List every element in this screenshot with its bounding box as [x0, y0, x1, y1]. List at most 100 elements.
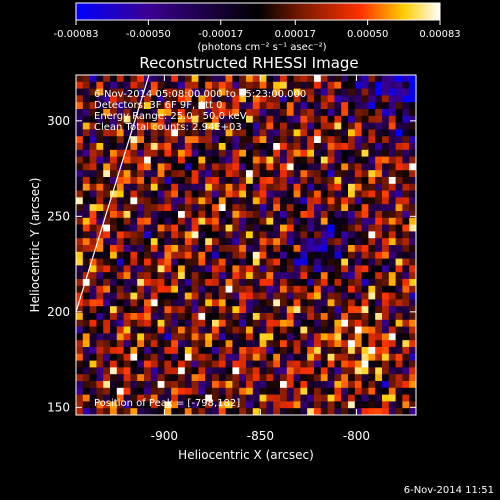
heatmap-cell — [89, 292, 97, 300]
heatmap-cell — [375, 197, 383, 205]
heatmap-cell — [89, 279, 97, 287]
heatmap-cell — [382, 149, 390, 158]
heatmap-cell — [252, 204, 261, 212]
heatmap-cell — [164, 197, 172, 205]
heatmap-cell — [388, 408, 397, 415]
heatmap-cell — [354, 285, 363, 294]
heatmap-cell — [286, 211, 295, 219]
heatmap-cell — [116, 183, 125, 192]
heatmap-cell — [334, 190, 342, 198]
heatmap-cell — [252, 367, 261, 375]
heatmap-cell — [110, 353, 118, 362]
heatmap-cell — [314, 88, 322, 96]
heatmap-cell — [334, 75, 342, 83]
heatmap-cell — [178, 136, 186, 144]
heatmap-cell — [144, 360, 152, 368]
heatmap-cell — [348, 224, 356, 232]
heatmap-cell — [157, 245, 165, 253]
heatmap-cell — [164, 347, 172, 355]
heatmap-cell — [361, 102, 369, 110]
heatmap-cell — [307, 95, 315, 103]
heatmap-cell — [341, 88, 349, 96]
heatmap-cell — [76, 360, 84, 368]
heatmap-cell — [252, 81, 261, 90]
heatmap-cell — [307, 238, 315, 246]
heatmap-cell — [361, 306, 369, 314]
heatmap-cell — [409, 265, 416, 273]
heatmap-cell — [225, 272, 233, 280]
heatmap-cell — [76, 279, 84, 287]
heatmap-cell — [252, 360, 261, 368]
heatmap-cell — [334, 319, 342, 328]
heatmap-cell — [76, 102, 84, 110]
heatmap-cell — [388, 122, 397, 130]
heatmap-cell — [89, 347, 97, 355]
heatmap-cell — [341, 265, 349, 273]
heatmap-cell — [225, 258, 233, 266]
heatmap-cell — [164, 75, 172, 83]
heatmap-cell — [178, 319, 186, 328]
heatmap-cell — [191, 136, 199, 144]
heatmap-cell — [402, 231, 410, 239]
heatmap-cell — [300, 272, 308, 280]
heatmap-cell — [157, 333, 165, 341]
heatmap-cell — [320, 279, 329, 287]
heatmap-cell — [144, 251, 152, 260]
heatmap-cell — [402, 313, 410, 321]
heatmap-cell — [171, 292, 179, 300]
heatmap-cell — [395, 217, 403, 226]
heatmap-cell — [259, 292, 267, 300]
heatmap-cell — [89, 204, 97, 212]
heatmap-cell — [116, 319, 125, 328]
heatmap-cell — [239, 347, 247, 355]
heatmap-cell — [314, 258, 322, 266]
heatmap-cell — [348, 95, 356, 103]
heatmap-cell — [123, 129, 131, 137]
heatmap-cell — [157, 109, 165, 117]
heatmap-cell — [218, 285, 227, 294]
heatmap-cell — [354, 306, 363, 314]
heatmap-cell — [144, 313, 152, 321]
heatmap-cell — [327, 408, 335, 415]
heatmap-cell — [402, 197, 410, 205]
heatmap-cell — [150, 258, 159, 266]
heatmap-cell — [259, 306, 267, 314]
heatmap-cell — [232, 156, 240, 164]
heatmap-cell — [348, 129, 356, 137]
heatmap-cell — [246, 238, 254, 246]
heatmap-cell — [375, 353, 383, 362]
heatmap-cell — [361, 394, 369, 402]
heatmap-cell — [191, 387, 199, 396]
heatmap-cell — [144, 211, 152, 219]
heatmap-cell — [178, 401, 186, 409]
heatmap-cell — [103, 129, 111, 137]
heatmap-cell — [218, 319, 227, 328]
heatmap-cell — [239, 170, 247, 178]
heatmap-cell — [266, 245, 274, 253]
heatmap-cell — [157, 272, 165, 280]
heatmap-cell — [300, 313, 308, 321]
heatmap-cell — [178, 245, 186, 253]
heatmap-cell — [307, 387, 315, 396]
heatmap-cell — [137, 340, 145, 348]
heatmap-cell — [157, 136, 165, 144]
heatmap-cell — [320, 258, 329, 266]
heatmap-cell — [266, 326, 274, 334]
heatmap-cell — [232, 340, 240, 348]
heatmap-cell — [212, 299, 220, 307]
heatmap-cell — [178, 75, 186, 83]
heatmap-cell — [286, 347, 295, 355]
heatmap-cell — [320, 319, 329, 328]
heatmap-cell — [89, 224, 97, 232]
heatmap-cell — [171, 183, 179, 192]
heatmap-cell — [123, 347, 131, 355]
heatmap-cell — [320, 129, 329, 137]
heatmap-cell — [354, 204, 363, 212]
heatmap-cell — [184, 347, 193, 355]
heatmap-cell — [144, 197, 152, 205]
heatmap-cell — [232, 353, 240, 362]
heatmap-cell — [388, 163, 397, 171]
heatmap-cell — [382, 75, 390, 83]
heatmap-cell — [388, 190, 397, 198]
heatmap-cell — [293, 211, 301, 219]
